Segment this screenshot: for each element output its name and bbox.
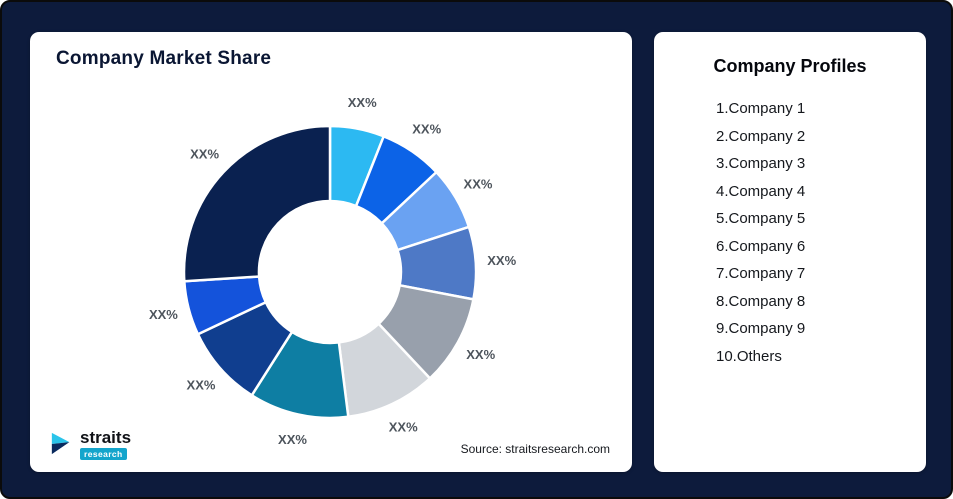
company-profiles-card: Company Profiles 1.Company 1 2.Company 2 3… — [654, 32, 926, 472]
slice-label: XX% — [464, 176, 493, 191]
list-item: 9.Company 9 — [716, 320, 806, 337]
slice-label: XX% — [412, 122, 441, 137]
chart-title: Company Market Share — [56, 48, 272, 69]
profiles-title: Company Profiles — [713, 56, 867, 76]
company-list: 1.Company 1 2.Company 2 3.Company 3 4.Compa… — [716, 95, 926, 370]
donut-chart: XX% XX% XX% XX% XX% XX% XX% XX% XX% XX% — [45, 80, 615, 468]
slice-label: XX% — [389, 420, 418, 435]
logo-brand-text: straits — [80, 427, 132, 447]
list-item: 3.Company 3 — [716, 155, 806, 172]
logo-sub-text: research — [80, 447, 127, 460]
slice-label: XX% — [149, 307, 178, 322]
source-text: Source: straitsresearch.com — [460, 442, 610, 456]
list-item: 4.Company 4 — [716, 182, 806, 200]
donut-slice — [182, 124, 332, 283]
list-item: 2.Company 2 — [716, 127, 806, 145]
list-item: 7.Company 7 — [716, 265, 806, 282]
slice-label: XX% — [487, 253, 516, 268]
slice-label: XX% — [348, 95, 377, 110]
list-item: 10.Others — [716, 347, 782, 365]
slice-label: XX% — [190, 146, 219, 161]
list-item: 6.Company 6 — [716, 237, 806, 255]
list-item: 5.Company 5 — [716, 210, 806, 227]
donut-svg: XX% XX% XX% XX% XX% XX% XX% XX% XX% XX% — [149, 95, 517, 447]
market-share-card: Company Market Share XX% XX% XX% XX% XX% XX% X… — [30, 32, 632, 472]
slice-label: XX% — [466, 347, 495, 362]
slice-label: XX% — [187, 378, 216, 393]
straits-logo: straits research — [50, 427, 132, 460]
logo-text: straits research — [80, 427, 132, 460]
slice-label: XX% — [278, 432, 307, 447]
list-item: 8.Company 8 — [716, 292, 806, 310]
list-item: 1.Company 1 — [716, 100, 806, 117]
straits-logo-icon — [50, 432, 74, 456]
